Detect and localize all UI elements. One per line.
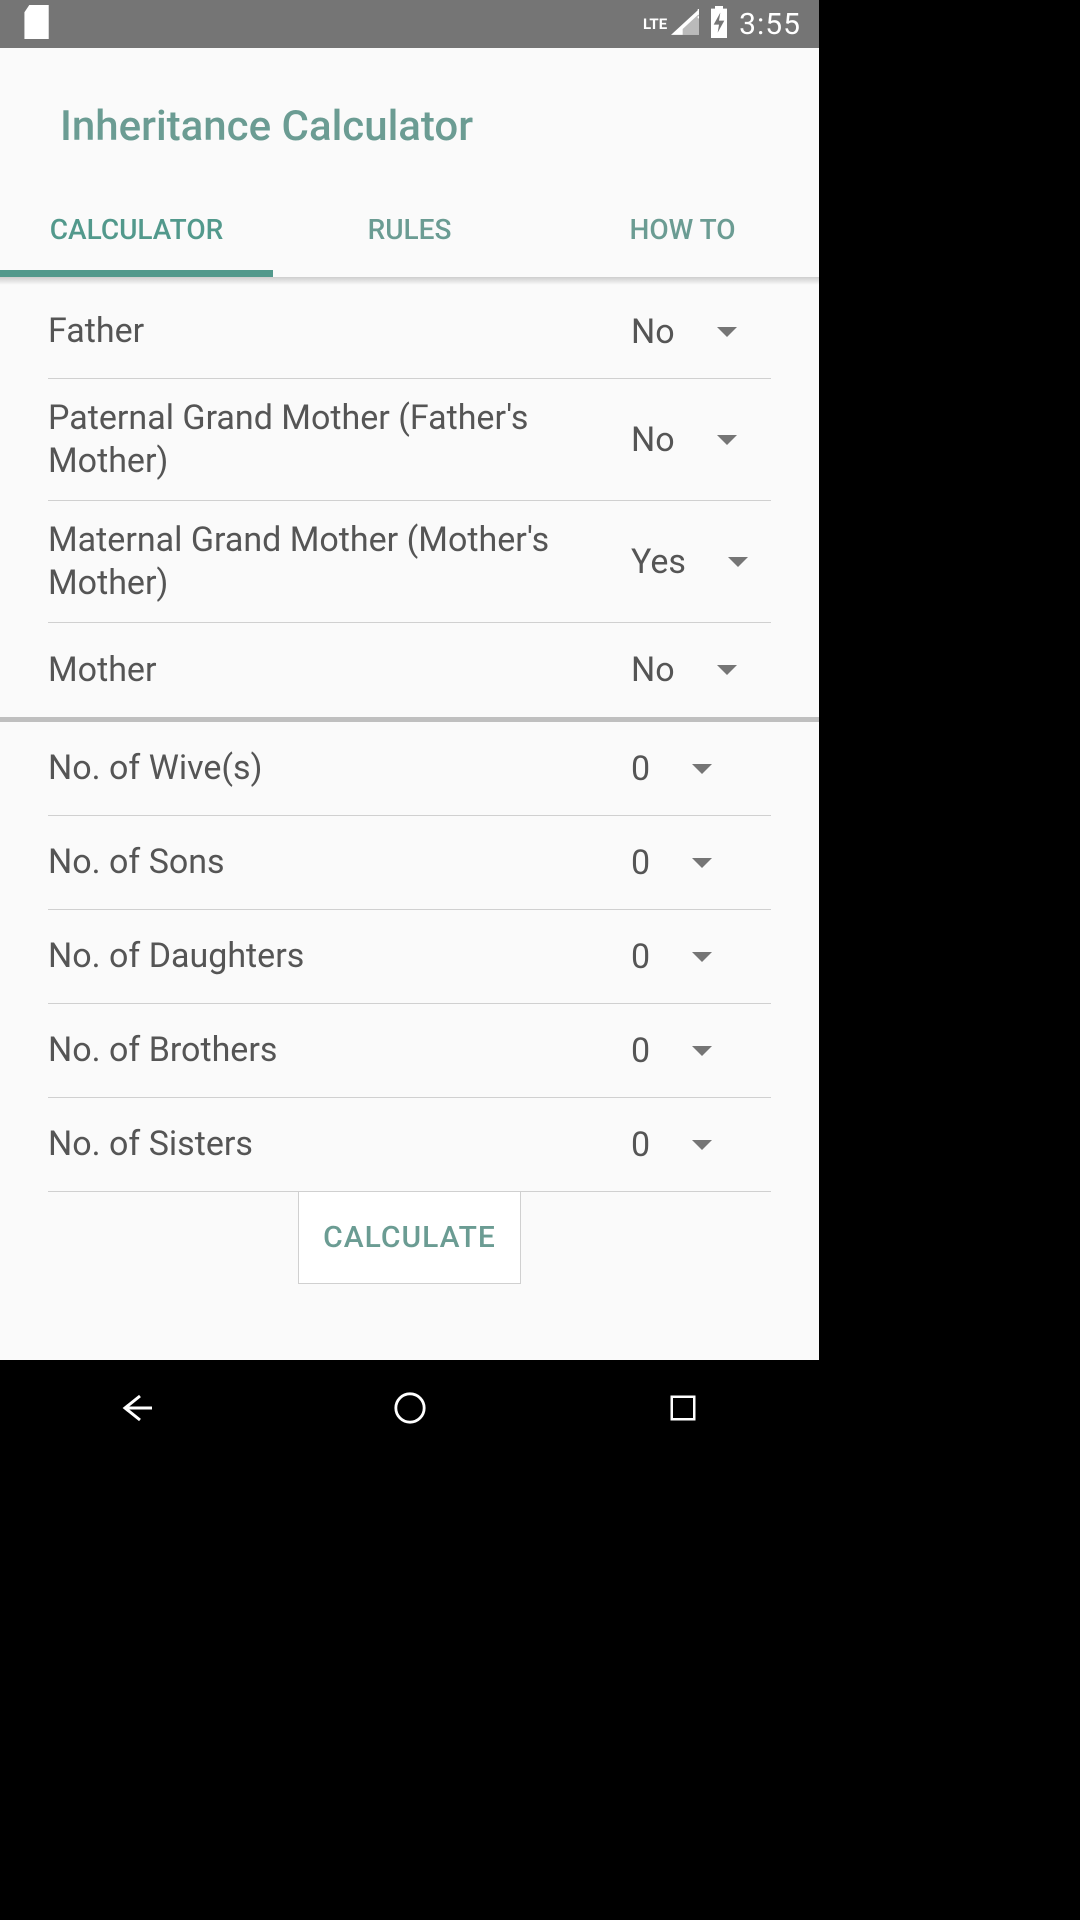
dropdown-value: No [631, 312, 675, 352]
spacer [0, 1284, 819, 1360]
page-title: Inheritance Calculator [60, 102, 819, 151]
home-button[interactable] [388, 1386, 432, 1430]
dropdown-value: 0 [631, 937, 650, 977]
dropdown-sisters[interactable]: 0 [631, 1125, 771, 1165]
tab-label: HOW TO [629, 213, 735, 246]
row-daughters: No. of Daughters 0 [48, 910, 771, 1004]
row-father: Father No [48, 285, 771, 379]
lte-label: LTE [643, 15, 667, 33]
dropdown-mother[interactable]: No [631, 650, 771, 690]
calculate-container: CALCULATE [48, 1192, 771, 1284]
tab-calculator[interactable]: CALCULATOR [0, 181, 273, 277]
row-label: No. of Daughters [48, 935, 631, 978]
dropdown-value: 0 [631, 749, 650, 789]
status-left [24, 5, 54, 43]
chevron-down-icon [692, 1046, 712, 1056]
dropdown-value: No [631, 420, 675, 460]
tab-label: RULES [368, 213, 452, 246]
row-wives: No. of Wive(s) 0 [48, 722, 771, 816]
tab-label: CALCULATOR [50, 213, 224, 246]
row-label: Maternal Grand Mother (Mother's Mother) [48, 519, 631, 604]
row-label: Mother [48, 649, 631, 692]
clock: 3:55 [739, 7, 801, 42]
signal-icon: ! [671, 9, 699, 39]
row-maternal-gm: Maternal Grand Mother (Mother's Mother) … [48, 501, 771, 623]
calculate-button[interactable]: CALCULATE [298, 1192, 521, 1284]
chevron-down-icon [692, 764, 712, 774]
status-bar: LTE ! 3:55 [0, 0, 819, 48]
row-label: No. of Sisters [48, 1123, 631, 1166]
back-button[interactable] [115, 1386, 159, 1430]
title-area: Inheritance Calculator [0, 48, 819, 181]
dropdown-value: 0 [631, 1031, 650, 1071]
recents-button[interactable] [661, 1386, 705, 1430]
row-sons: No. of Sons 0 [48, 816, 771, 910]
screen: LTE ! 3:55 Inheritance Calculator CALCUL… [0, 0, 819, 1456]
dropdown-sons[interactable]: 0 [631, 843, 771, 883]
row-label: No. of Sons [48, 841, 631, 884]
dropdown-value: 0 [631, 843, 650, 883]
tab-bar: CALCULATOR RULES HOW TO [0, 181, 819, 277]
row-label: No. of Wive(s) [48, 747, 631, 790]
chevron-down-icon [728, 557, 748, 567]
status-right: LTE ! 3:55 [643, 6, 801, 42]
dropdown-maternal-gm[interactable]: Yes [631, 542, 771, 582]
form: Father No Paternal Grand Mother (Father'… [0, 285, 819, 1284]
dropdown-value: 0 [631, 1125, 650, 1165]
dropdown-value: Yes [631, 542, 686, 582]
app-area: Inheritance Calculator CALCULATOR RULES … [0, 48, 819, 1360]
chevron-down-icon [692, 858, 712, 868]
chevron-down-icon [717, 435, 737, 445]
tab-howto[interactable]: HOW TO [546, 181, 819, 277]
dropdown-paternal-gm[interactable]: No [631, 420, 771, 460]
dropdown-wives[interactable]: 0 [631, 749, 771, 789]
dropdown-brothers[interactable]: 0 [631, 1031, 771, 1071]
chevron-down-icon [717, 327, 737, 337]
dropdown-daughters[interactable]: 0 [631, 937, 771, 977]
row-label: Father [48, 310, 631, 353]
tab-rules[interactable]: RULES [273, 181, 546, 277]
android-nav-bar [0, 1360, 819, 1456]
row-paternal-gm: Paternal Grand Mother (Father's Mother) … [48, 379, 771, 501]
row-label: Paternal Grand Mother (Father's Mother) [48, 397, 631, 482]
row-mother: Mother No [48, 623, 771, 717]
chevron-down-icon [692, 1140, 712, 1150]
row-label: No. of Brothers [48, 1029, 631, 1072]
dropdown-value: No [631, 650, 675, 690]
tab-shadow [0, 277, 819, 285]
dropdown-father[interactable]: No [631, 312, 771, 352]
row-sisters: No. of Sisters 0 [48, 1098, 771, 1192]
sd-card-icon [24, 5, 54, 43]
battery-charging-icon [709, 6, 729, 42]
row-brothers: No. of Brothers 0 [48, 1004, 771, 1098]
svg-text:!: ! [697, 9, 699, 22]
chevron-down-icon [717, 665, 737, 675]
chevron-down-icon [692, 952, 712, 962]
